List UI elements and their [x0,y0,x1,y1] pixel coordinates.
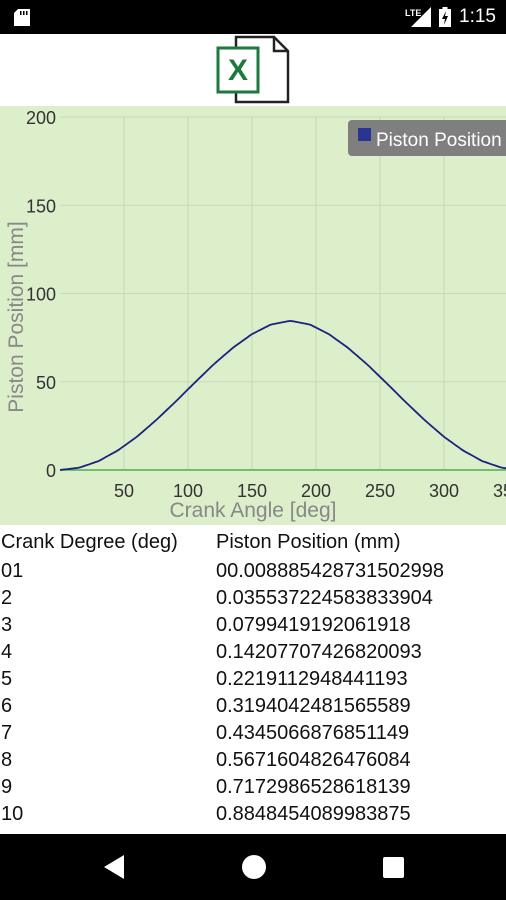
chart-svg: 0 50 100 150 200 50 100 150 200 250 300 350 Crank An… [5,108,506,522]
table-row: 5 0.2219112948441193 [0,668,506,695]
table-row: 4 0.14207707426820093 [0,641,506,668]
piston-position-chart: 0 50 100 150 200 50 100 150 200 250 300 350 Crank An… [0,106,506,525]
table-row: 10 0.8848454089983875 [0,803,506,830]
table-row: 9 0.7172986528618139 [0,776,506,803]
x-tick-label: 300 [429,481,459,501]
table-row: 6 0.3194042481565589 [0,695,506,722]
network-label: LTE [405,8,421,18]
legend-label: Piston Position [376,130,502,151]
crank-degree-cell: 01 [1,560,24,582]
piston-position-cell: 0.4345066876851149 [216,722,410,744]
navigation-bar [0,834,506,900]
x-axis-title: Crank Angle [deg] [170,499,337,522]
status-bar: LTE 1:15 [0,0,506,34]
app-header: X [0,34,506,106]
back-icon[interactable] [100,852,128,882]
y-tick-label: 150 [26,196,56,216]
crank-degree-cell: 2 [1,587,13,609]
table-header-row: Crank Degree (deg) Piston Position (mm) [0,531,506,558]
y-tick-label: 0 [46,461,56,481]
crank-degree-cell: 5 [1,668,13,690]
column-header-crank-degree: Crank Degree (deg) [1,531,178,553]
recents-icon[interactable] [381,852,407,882]
crank-degree-cell: 8 [1,749,13,771]
piston-position-cell: 00.008885428731502998 [216,560,445,582]
home-icon[interactable] [239,852,269,882]
piston-position-cell: 0.8848454089983875 [216,803,411,825]
piston-position-cell: 0.14207707426820093 [216,641,422,663]
y-tick-label: 200 [26,108,56,128]
data-table: Crank Degree (deg) Piston Position (mm) … [0,525,506,834]
crank-degree-cell: 3 [1,614,13,636]
table-row: 7 0.4345066876851149 [0,722,506,749]
x-tick-label: 50 [114,481,134,501]
piston-position-cell: 0.3194042481565589 [216,695,411,717]
x-tick-label: 250 [365,481,395,501]
table-row: 3 0.0799419192061918 [0,614,506,641]
sd-card-icon [14,9,30,26]
piston-position-cell: 0.035537224583833904 [216,587,433,609]
excel-file-icon[interactable]: X [216,34,290,106]
crank-degree-cell: 6 [1,695,13,717]
x-tick-label: 350 [493,481,506,501]
svg-text:X: X [228,54,248,87]
x-tick-label: 200 [301,481,331,501]
crank-degree-cell: 9 [1,776,13,798]
signal-icon: LTE [405,7,432,27]
piston-position-cell: 0.2219112948441193 [216,668,408,690]
y-axis-title: Piston Position [mm] [5,221,28,412]
crank-degree-cell: 4 [1,641,13,663]
table-row: 01 00.008885428731502998 [0,560,506,587]
crank-degree-cell: 7 [1,722,13,744]
table-row: 2 0.035537224583833904 [0,587,506,614]
piston-position-cell: 0.5671604826476084 [216,749,411,771]
y-tick-label: 100 [26,285,56,305]
series-line [59,319,506,471]
crank-degree-cell: 10 [1,803,24,825]
x-tick-label: 150 [237,481,267,501]
battery-charging-icon [439,7,452,27]
x-tick-label: 100 [173,481,203,501]
legend-swatch [358,128,371,141]
piston-position-cell: 0.7172986528618139 [216,776,411,798]
clock: 1:15 [459,6,496,27]
column-header-piston-position: Piston Position (mm) [216,531,401,553]
legend-box [348,120,506,156]
piston-position-cell: 0.0799419192061918 [216,614,411,636]
y-tick-label: 50 [36,373,56,393]
table-row: 8 0.5671604826476084 [0,749,506,776]
